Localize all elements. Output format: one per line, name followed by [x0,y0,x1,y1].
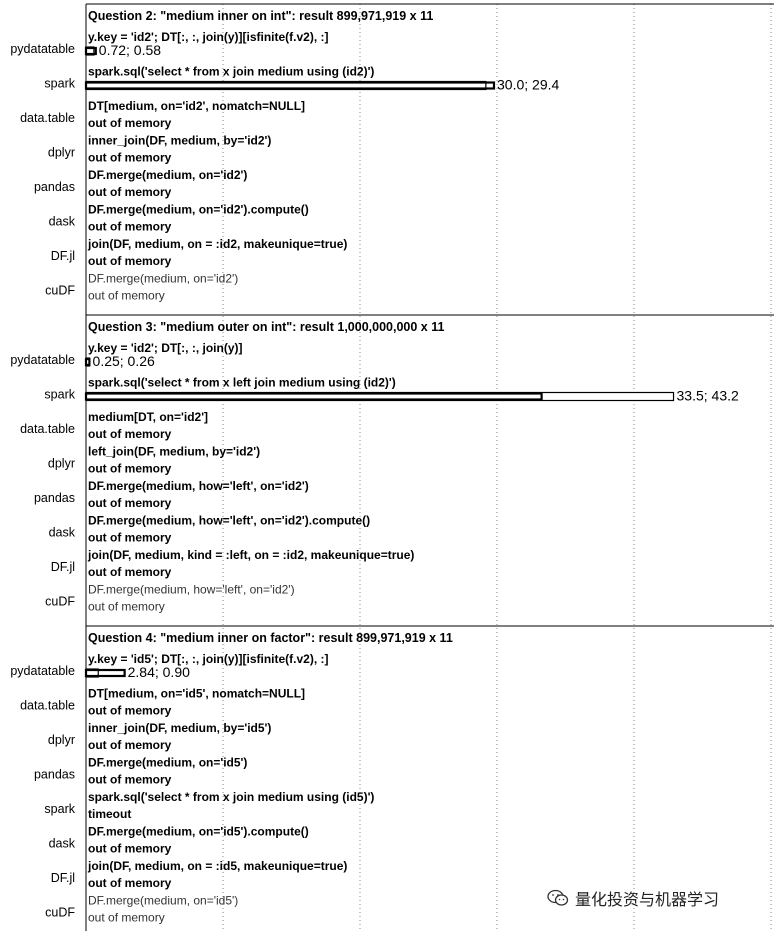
panel-title: Question 3: "medium outer on int": resul… [88,320,444,334]
status-label: out of memory [88,185,172,199]
solution-label: spark [44,77,75,91]
status-label: out of memory [88,531,172,545]
status-label: out of memory [88,704,172,718]
code-label: inner_join(DF, medium, by='id2') [88,134,271,148]
solution-label: cuDF [45,284,75,298]
code-label: spark.sql('select * from x left join med… [88,376,396,390]
status-label: out of memory [88,738,172,752]
code-label: DF.merge(medium, how='left', on='id2') [88,479,309,493]
solution-label: data.table [20,422,75,436]
question-result: : result 899,971,919 x 11 [292,9,434,23]
code-label: join(DF, medium, on = :id2, makeunique=t… [87,237,347,251]
status-label: out of memory [88,600,165,614]
code-label: y.key = 'id5'; DT[:, :, join(y)][isfinit… [88,652,329,666]
status-label: out of memory [88,773,172,787]
status-label: out of memory [88,876,172,890]
solution-label: DF.jl [51,249,75,263]
code-label: y.key = 'id2'; DT[:, :, join(y)][isfinit… [88,30,329,44]
status-label: out of memory [88,254,172,268]
solution-label: dask [49,215,76,229]
code-label: DF.merge(medium, on='id2') [88,272,238,286]
code-label: y.key = 'id2'; DT[:, :, join(y)] [88,341,243,355]
status-label: out of memory [88,289,165,303]
solution-label: dask [49,526,76,540]
solution-label: data.table [20,111,75,125]
panel-title: Question 4: "medium inner on factor": re… [88,631,453,645]
watermark-text: 量化投资与机器学习 [575,890,720,909]
status-label: out of memory [88,151,172,165]
code-label: DF.merge(medium, on='id2') [88,168,247,182]
code-label: DF.merge(medium, on='id5') [88,756,247,770]
solution-label: pandas [34,180,75,194]
bar-run1 [84,46,97,56]
watermark: 量化投资与机器学习 [547,885,719,911]
question-result: : result 899,971,919 x 11 [311,631,453,645]
solution-label: pandas [34,491,75,505]
status-label: timeout [88,807,131,821]
status-label: out of memory [88,496,172,510]
solution-label: dplyr [48,733,75,747]
solution-label: pydatatable [10,353,75,367]
question-title: Question 3: "medium outer on int" [88,320,292,334]
status-label: out of memory [88,427,172,441]
solution-label: dplyr [48,457,75,471]
solution-label: cuDF [45,906,75,920]
solution-label: DF.jl [51,560,75,574]
status-label: out of memory [88,220,172,234]
status-label: out of memory [88,842,172,856]
bar-value-label: 0.25; 0.26 [93,353,155,369]
bar-run1 [84,668,126,678]
bar-value-label: 30.0; 29.4 [497,77,559,93]
code-label: DF.merge(medium, how='left', on='id2') [88,583,295,597]
status-label: out of memory [88,462,172,476]
wechat-icon [547,889,569,906]
solution-label: spark [44,388,75,402]
code-label: DT[medium, on='id5', nomatch=NULL] [88,687,305,701]
bar-value-label: 2.84; 0.90 [128,664,190,680]
code-label: DF.merge(medium, on='id2').compute() [88,203,309,217]
code-label: DF.merge(medium, how='left', on='id2').c… [88,514,370,528]
bar-run1 [84,81,496,90]
code-label: inner_join(DF, medium, by='id5') [88,721,271,735]
code-label: spark.sql('select * from x join medium u… [88,790,374,804]
solution-label: DF.jl [51,871,75,885]
code-label: DT[medium, on='id2', nomatch=NULL] [88,99,305,113]
status-label: out of memory [88,911,165,925]
status-label: out of memory [88,116,172,130]
bar-value-label: 0.72; 0.58 [99,42,161,58]
question-result: : result 1,000,000,000 x 11 [292,320,444,334]
panel-title: Question 2: "medium inner on int": resul… [88,9,433,23]
solution-label: spark [44,802,75,816]
status-label: out of memory [88,565,172,579]
solution-label: data.table [20,699,75,713]
solution-label: pydatatable [10,664,75,678]
code-label: medium[DT, on='id2'] [88,410,208,424]
solution-label: dask [49,837,76,851]
bar-run1 [84,357,91,367]
code-label: join(DF, medium, on = :id5, makeunique=t… [87,859,347,873]
solution-label: pandas [34,768,75,782]
solution-label: pydatatable [10,42,75,56]
solution-label: cuDF [45,595,75,609]
code-label: spark.sql('select * from x join medium u… [88,65,374,79]
question-title: Question 2: "medium inner on int" [88,9,292,23]
code-label: DF.merge(medium, on='id5') [88,894,238,908]
bar-run1 [84,392,543,401]
bar-value-label: 33.5; 43.2 [677,388,739,404]
code-label: DF.merge(medium, on='id5').compute() [88,825,309,839]
question-title: Question 4: "medium inner on factor" [88,631,311,645]
code-label: left_join(DF, medium, by='id2') [88,445,260,459]
solution-label: dplyr [48,146,75,160]
code-label: join(DF, medium, kind = :left, on = :id2… [87,548,414,562]
